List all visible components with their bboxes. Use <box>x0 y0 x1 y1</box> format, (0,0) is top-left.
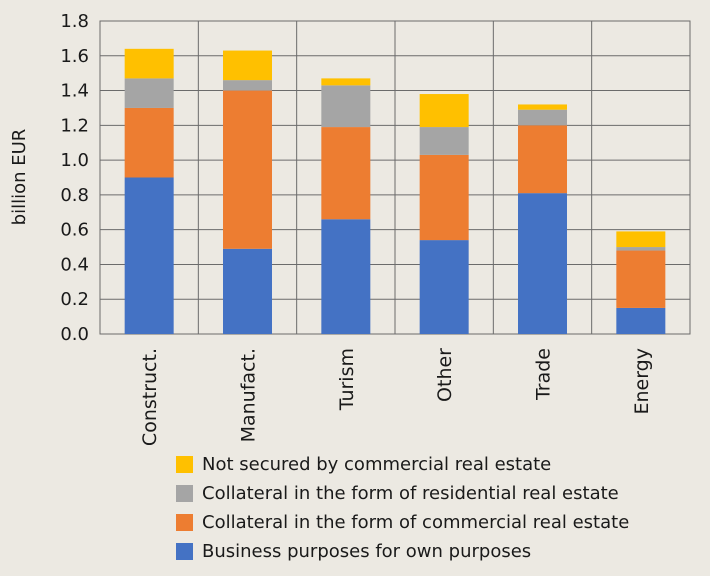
bar-segment <box>419 94 469 128</box>
bar-segment <box>518 109 567 126</box>
legend-item: Not secured by commercial real estate <box>176 450 629 479</box>
legend-swatch <box>176 543 193 560</box>
gridlines <box>99 20 691 335</box>
y-tick-label: 1.2 <box>60 115 89 136</box>
bar-segment <box>616 231 666 248</box>
bar-segment <box>223 50 272 81</box>
x-category-label: Manufact. <box>238 348 260 442</box>
x-category-label: Other <box>434 348 456 402</box>
bar-segment <box>518 125 567 194</box>
y-tick-label: 0.4 <box>60 254 89 275</box>
bar-segment <box>124 48 174 79</box>
y-tick-label: 1.0 <box>60 150 89 171</box>
y-tick-label: 0.2 <box>60 289 89 310</box>
bar-segment <box>124 177 174 334</box>
legend-item: Collateral in the form of commercial rea… <box>176 508 629 537</box>
bar-segment <box>321 127 371 220</box>
x-category-label: Construct. <box>139 348 161 446</box>
y-tick-label: 1.4 <box>60 81 89 102</box>
bar-segment <box>223 90 272 249</box>
bar-segment <box>223 80 272 91</box>
legend-label: Business purposes for own purposes <box>202 541 532 562</box>
bar-segment <box>223 248 272 334</box>
bar-segment <box>616 247 666 251</box>
bar-segment <box>419 154 469 241</box>
bar-segment <box>321 85 371 128</box>
bar-segment <box>124 107 174 178</box>
bar-segment <box>321 78 371 86</box>
legend-swatch <box>176 456 193 473</box>
y-tick-label: 1.6 <box>60 46 89 67</box>
bar-segment <box>419 127 469 155</box>
legend-label: Collateral in the form of residential re… <box>202 483 619 504</box>
x-category-label: Trade <box>533 348 555 401</box>
y-tick-label: 0.8 <box>60 185 89 206</box>
y-tick-label: 0.6 <box>60 220 89 241</box>
bar-segment <box>518 193 567 334</box>
legend-swatch <box>176 485 193 502</box>
legend-label: Collateral in the form of commercial rea… <box>202 512 630 533</box>
legend-label: Not secured by commercial real estate <box>202 454 552 475</box>
bar-segment <box>321 219 371 334</box>
bar-segment <box>124 78 174 108</box>
bar-segment <box>616 250 666 308</box>
y-axis-title: billion EUR <box>9 129 30 226</box>
axes: 0.0 0.2 0.4 0.6 0.8 1.0 1.2 1.4 1.6 1.8 Construct.… <box>60 11 652 446</box>
y-tick-label: 0.0 <box>60 324 89 345</box>
bar-segment <box>419 240 469 334</box>
bar-segment <box>616 307 666 334</box>
legend-swatch <box>176 514 193 531</box>
x-category-label: Turism <box>336 348 358 411</box>
bars <box>124 48 666 334</box>
x-category-label: Energy <box>631 348 653 415</box>
y-tick-label: 1.8 <box>60 11 89 32</box>
bar-segment <box>518 104 567 110</box>
legend-item: Collateral in the form of residential re… <box>176 479 629 508</box>
legend: Not secured by commercial real estate Col… <box>176 450 629 566</box>
legend-item: Business purposes for own purposes <box>176 537 629 566</box>
